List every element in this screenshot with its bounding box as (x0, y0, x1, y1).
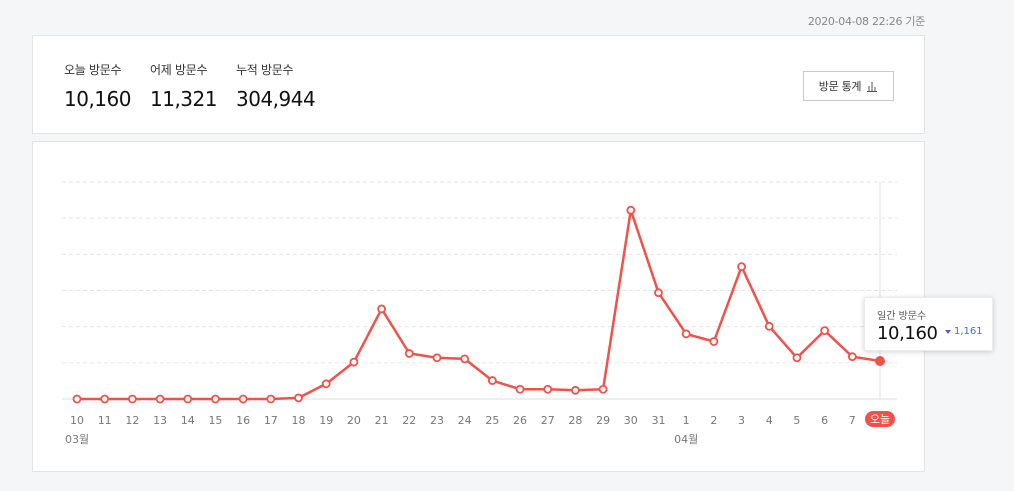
x-tick-label: 22 (402, 414, 416, 427)
x-tick-label-today: 오늘 (870, 413, 890, 426)
visit-stats-button-label: 방문 통계 (818, 80, 862, 93)
data-point (543, 384, 553, 394)
bar-chart-icon (867, 81, 878, 92)
daily-visits-chart-card: 10 11 12 13 14 15 16 17 18 19 20 21 22 23 24 25 26 27 28 29… (32, 141, 993, 472)
x-tick-label: 5 (793, 414, 800, 427)
data-point (211, 394, 220, 404)
data-point (764, 321, 774, 331)
data-point (681, 329, 691, 339)
x-tick-label: 13 (153, 414, 167, 427)
data-point (321, 379, 331, 389)
data-point (183, 394, 193, 404)
data-point (349, 357, 359, 367)
data-point (626, 205, 636, 215)
x-tick-label: 1 (683, 414, 690, 427)
data-point (238, 394, 248, 404)
data-point (820, 326, 830, 336)
today-badge (865, 411, 895, 427)
daily-visits-chart: 10 11 12 13 14 15 16 17 18 19 20 21 22 23 24 25 26 27 28 29… (62, 181, 897, 446)
x-tick-label: 26 (513, 414, 527, 427)
data-point (127, 394, 137, 404)
x-tick-label: 28 (568, 414, 582, 427)
x-tick-label: 24 (458, 414, 472, 427)
today-visits-label: 오늘 방문수 (64, 63, 122, 77)
x-tick-label: 6 (821, 414, 828, 427)
x-tick-label: 11 (98, 414, 112, 427)
x-tick-label: 29 (596, 414, 610, 427)
yesterday-visits-label: 어제 방문수 (150, 63, 208, 77)
x-tick-label: 12 (125, 414, 139, 427)
tooltip-delta-value: 1,161 (954, 326, 983, 337)
data-point (100, 394, 110, 404)
x-month-label: 04월 (674, 433, 698, 446)
tooltip-value: 10,160 (877, 323, 938, 344)
data-point (654, 288, 663, 298)
x-tick-label: 7 (849, 414, 856, 427)
total-visits-label: 누적 방문수 (236, 63, 294, 77)
visit-summary-card: 오늘 방문수 10,160 어제 방문수 11,321 누적 방문수 304,9… (32, 35, 925, 134)
data-point (294, 393, 303, 403)
x-tick-label: 16 (236, 414, 250, 427)
x-tick-label: 21 (375, 414, 389, 427)
x-month-label: 03월 (65, 433, 89, 446)
data-point (155, 394, 165, 404)
x-tick-label: 4 (766, 414, 773, 427)
data-point (72, 394, 82, 404)
x-tick-label: 23 (430, 414, 444, 427)
data-point (792, 353, 802, 363)
x-tick-label: 10 (70, 414, 84, 427)
data-point (266, 394, 276, 404)
triangle-down-icon (945, 329, 951, 334)
data-point (709, 337, 719, 346)
x-tick-label: 18 (292, 414, 306, 427)
data-point (737, 262, 746, 272)
x-tick-label: 27 (541, 414, 555, 427)
x-tick-label: 25 (485, 414, 499, 427)
stat-today: 오늘 방문수 10,160 (64, 61, 131, 111)
x-tick-label: 31 (651, 414, 665, 427)
data-point (571, 385, 580, 395)
x-tick-label: 15 (208, 414, 222, 427)
tooltip-delta: 1,161 (945, 326, 983, 337)
daily-visits-tooltip: 일간 방문수 10,160 1,161 (864, 297, 993, 351)
x-tick-label: 3 (738, 414, 745, 427)
data-point (377, 304, 386, 314)
visit-stats-button[interactable]: 방문 통계 (803, 71, 894, 101)
x-tick-label: 20 (347, 414, 361, 427)
data-point (847, 352, 857, 362)
x-tick-label: 2 (710, 414, 717, 427)
x-tick-label: 17 (264, 414, 278, 427)
series-line (77, 208, 881, 401)
tooltip-label: 일간 방문수 (877, 311, 927, 322)
data-point (487, 376, 497, 385)
today-visits-value: 10,160 (64, 87, 131, 111)
stat-yesterday: 어제 방문수 11,321 (150, 61, 217, 111)
x-tick-label: 30 (624, 414, 638, 427)
timestamp: 2020-04-08 22:26 기준 (807, 15, 925, 28)
data-point (598, 384, 608, 394)
data-point-highlight (875, 356, 885, 367)
stat-total: 누적 방문수 304,944 (236, 61, 316, 111)
yesterday-visits-value: 11,321 (150, 87, 217, 111)
data-point (404, 349, 414, 358)
x-tick-label: 19 (319, 414, 333, 427)
total-visits-value: 304,944 (236, 87, 316, 111)
x-tick-label: 14 (181, 414, 195, 427)
data-point (432, 353, 442, 363)
data-point (460, 354, 470, 364)
data-point (515, 384, 525, 394)
